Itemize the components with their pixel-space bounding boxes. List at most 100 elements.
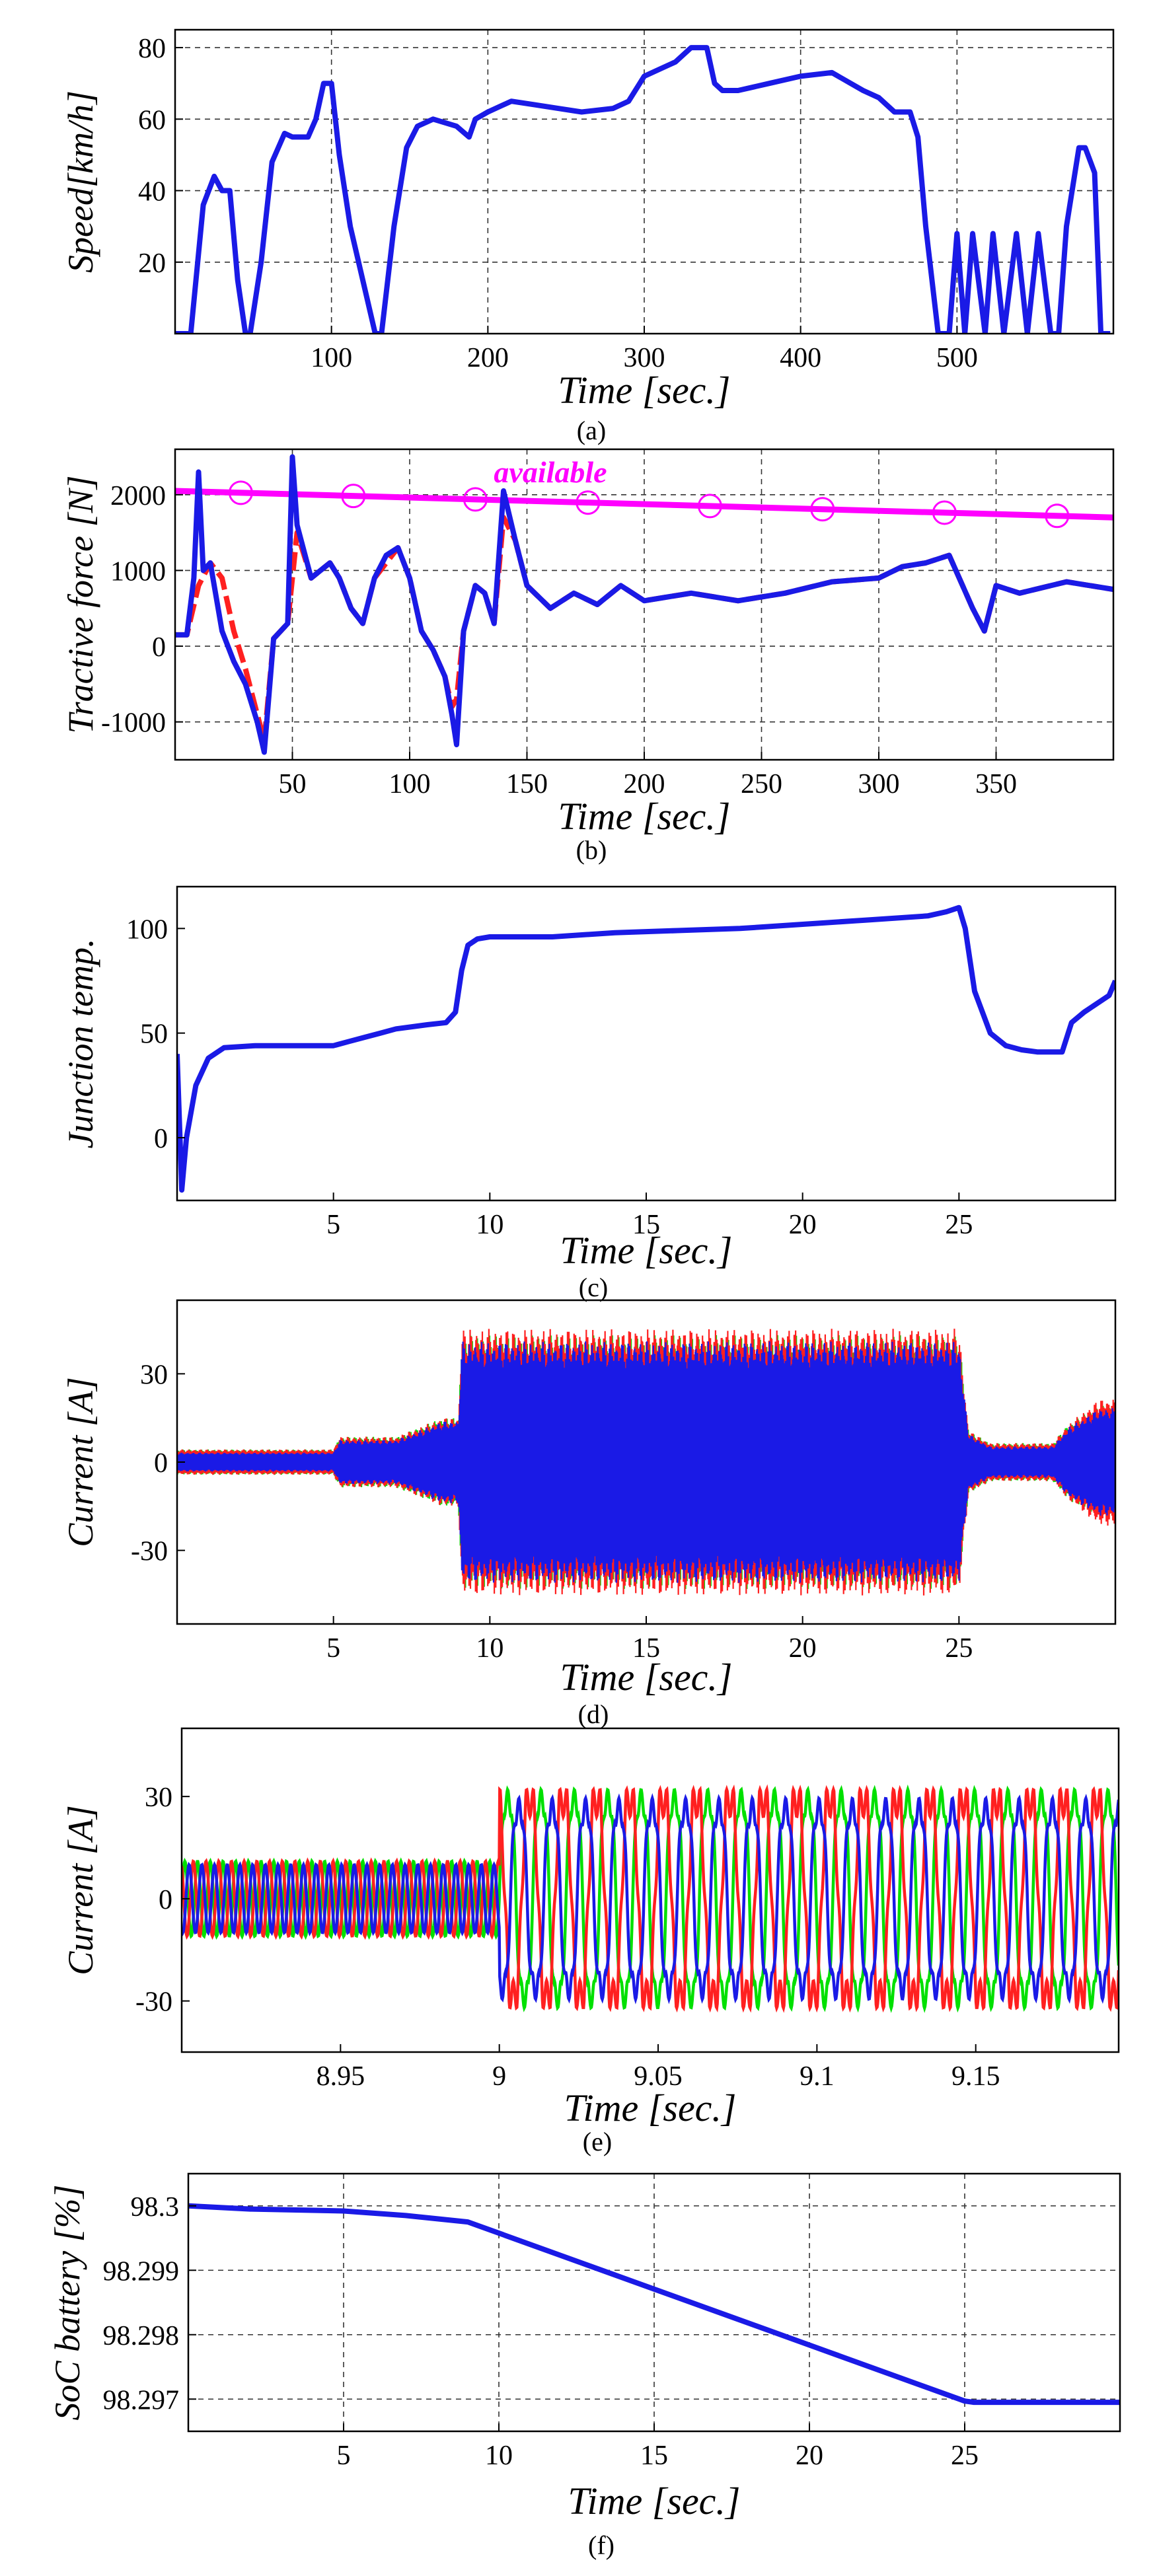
x-tick-label-0: 5 bbox=[326, 1210, 340, 1240]
marker-6 bbox=[932, 500, 957, 525]
x-axis-label: Time [sec.] bbox=[560, 1229, 733, 1272]
marker-5 bbox=[810, 497, 835, 522]
x-tick-label-1: 10 bbox=[485, 2441, 513, 2471]
y-tick-label-2: 30 bbox=[140, 1360, 168, 1390]
panel-f: 5 10 15 20 25 98.297 98.298 98.299 98.3 Time [sec… bbox=[48, 2172, 1121, 2560]
y-tick-label-0: -1000 bbox=[101, 708, 166, 739]
series-group bbox=[175, 454, 1113, 755]
panel-e: 8.95 9 9.05 9.1 9.15 -30 0 30 Time [sec.] Current… bbox=[61, 1727, 1120, 2156]
x-tick-label-3: 9.1 bbox=[800, 2061, 835, 2092]
y-tick-label-3: 2000 bbox=[110, 481, 166, 511]
series-line-2 bbox=[175, 454, 1113, 755]
marker-2 bbox=[463, 487, 488, 512]
y-tick-label-2: 98.299 bbox=[103, 2256, 180, 2287]
marker-3 bbox=[576, 490, 601, 515]
panel-caption: (f) bbox=[588, 2530, 615, 2560]
x-tick-label-4: 25 bbox=[945, 1633, 973, 1664]
x-tick-label-2: 15 bbox=[632, 1633, 660, 1664]
x-tick-label-0: 100 bbox=[311, 343, 352, 373]
x-axis-label: Time [sec.] bbox=[558, 795, 731, 838]
y-axis-label: Junction temp. bbox=[61, 939, 100, 1149]
x-tick-label-2: 150 bbox=[506, 769, 548, 799]
x-tick-label-0: 5 bbox=[326, 1633, 340, 1664]
x-tick-label-4: 25 bbox=[951, 2441, 979, 2471]
x-tick-label-1: 10 bbox=[476, 1633, 503, 1664]
x-tick-label-0: 5 bbox=[337, 2441, 351, 2471]
x-tick-label-3: 200 bbox=[624, 769, 665, 799]
x-tick-label-2: 15 bbox=[632, 1210, 660, 1240]
x-tick-label-1: 200 bbox=[467, 343, 509, 373]
y-tick-label-1: 40 bbox=[138, 177, 166, 207]
y-tick-label-3: 98.3 bbox=[131, 2192, 180, 2223]
y-axis-label: Current [A] bbox=[61, 1377, 100, 1547]
marker-7 bbox=[1045, 503, 1070, 529]
x-tick-label-2: 9.05 bbox=[634, 2061, 683, 2092]
y-tick-label-0: 20 bbox=[138, 248, 166, 279]
x-tick-label-0: 50 bbox=[279, 769, 307, 799]
y-axis-label: Current [A] bbox=[61, 1805, 100, 1975]
series-line-0 bbox=[182, 1785, 1119, 2013]
y-tick-label-1: 0 bbox=[159, 1885, 172, 1915]
marker-1 bbox=[341, 484, 366, 509]
series-line-0 bbox=[175, 45, 1111, 334]
series-line-0 bbox=[175, 488, 1113, 521]
x-axis-label: Time [sec.] bbox=[560, 1656, 733, 1699]
panel-b: 50 100 150 200 250 300 350 -1000 0 1000 2000 Time [… bbox=[61, 448, 1115, 865]
x-axis-label: Time [sec.] bbox=[558, 369, 731, 412]
panel-caption: (b) bbox=[576, 835, 607, 865]
y-tick-label-3: 80 bbox=[138, 34, 166, 64]
y-tick-label-2: 30 bbox=[145, 1783, 172, 1813]
y-tick-label-0: 0 bbox=[154, 1124, 168, 1154]
y-tick-label-2: 100 bbox=[126, 914, 168, 945]
marker-0 bbox=[228, 480, 253, 505]
x-tick-label-1: 10 bbox=[476, 1210, 503, 1240]
series-line-0 bbox=[188, 2203, 1120, 2406]
annotation-available: available bbox=[494, 455, 607, 489]
y-axis-label: SoC battery [%] bbox=[48, 2185, 87, 2421]
x-tick-label-3: 400 bbox=[780, 343, 821, 373]
series-line-2 bbox=[177, 1341, 1115, 1583]
y-tick-label-1: 0 bbox=[152, 632, 166, 663]
x-tick-label-4: 25 bbox=[945, 1210, 973, 1240]
y-axis-label: Speed[km/h] bbox=[61, 91, 100, 273]
series-group bbox=[182, 1784, 1119, 2013]
series-group bbox=[177, 904, 1115, 1193]
x-tick-label-3: 20 bbox=[789, 1210, 817, 1240]
x-tick-label-1: 100 bbox=[389, 769, 431, 799]
panel-caption: (a) bbox=[577, 416, 606, 445]
series-group bbox=[177, 1329, 1115, 1596]
x-tick-label-4: 500 bbox=[936, 343, 978, 373]
y-tick-label-2: 60 bbox=[138, 105, 166, 135]
series-line-0 bbox=[177, 904, 1115, 1193]
y-tick-label-0: -30 bbox=[131, 1537, 168, 1567]
panel-caption: (e) bbox=[583, 2127, 612, 2156]
panel-caption: (c) bbox=[579, 1272, 608, 1302]
panel-c: 5 10 15 20 25 0 50 100 Time [sec.] Junction temp.… bbox=[61, 885, 1117, 1302]
y-tick-label-0: -30 bbox=[135, 1987, 172, 2018]
marker-4 bbox=[697, 494, 722, 519]
x-axis-label: Time [sec.] bbox=[564, 2086, 737, 2129]
x-tick-label-4: 9.15 bbox=[951, 2061, 1000, 2092]
series-group bbox=[188, 2203, 1120, 2406]
y-tick-label-1: 50 bbox=[140, 1019, 168, 1050]
series-line-2 bbox=[182, 1793, 1119, 2005]
y-tick-label-0: 98.297 bbox=[103, 2385, 180, 2415]
x-tick-label-6: 350 bbox=[975, 769, 1017, 799]
series-group bbox=[175, 45, 1111, 334]
x-tick-label-5: 300 bbox=[858, 769, 900, 799]
panel-caption: (d) bbox=[578, 1699, 609, 1729]
x-tick-label-4: 250 bbox=[741, 769, 782, 799]
x-tick-label-3: 20 bbox=[796, 2441, 823, 2471]
x-tick-label-2: 15 bbox=[640, 2441, 668, 2471]
x-tick-label-0: 8.95 bbox=[317, 2061, 365, 2092]
panel-d: 5 10 15 20 25 -30 0 30 Time [sec.] Current [A] (d) bbox=[61, 1299, 1117, 1729]
x-tick-label-1: 9 bbox=[492, 2061, 506, 2092]
x-tick-label-2: 300 bbox=[624, 343, 665, 373]
y-tick-label-1: 0 bbox=[154, 1448, 168, 1479]
y-axis-label: Tractive force [N] bbox=[61, 476, 100, 734]
x-tick-label-3: 20 bbox=[789, 1633, 817, 1664]
y-tick-label-2: 1000 bbox=[110, 556, 166, 587]
y-tick-label-1: 98.298 bbox=[103, 2321, 180, 2351]
